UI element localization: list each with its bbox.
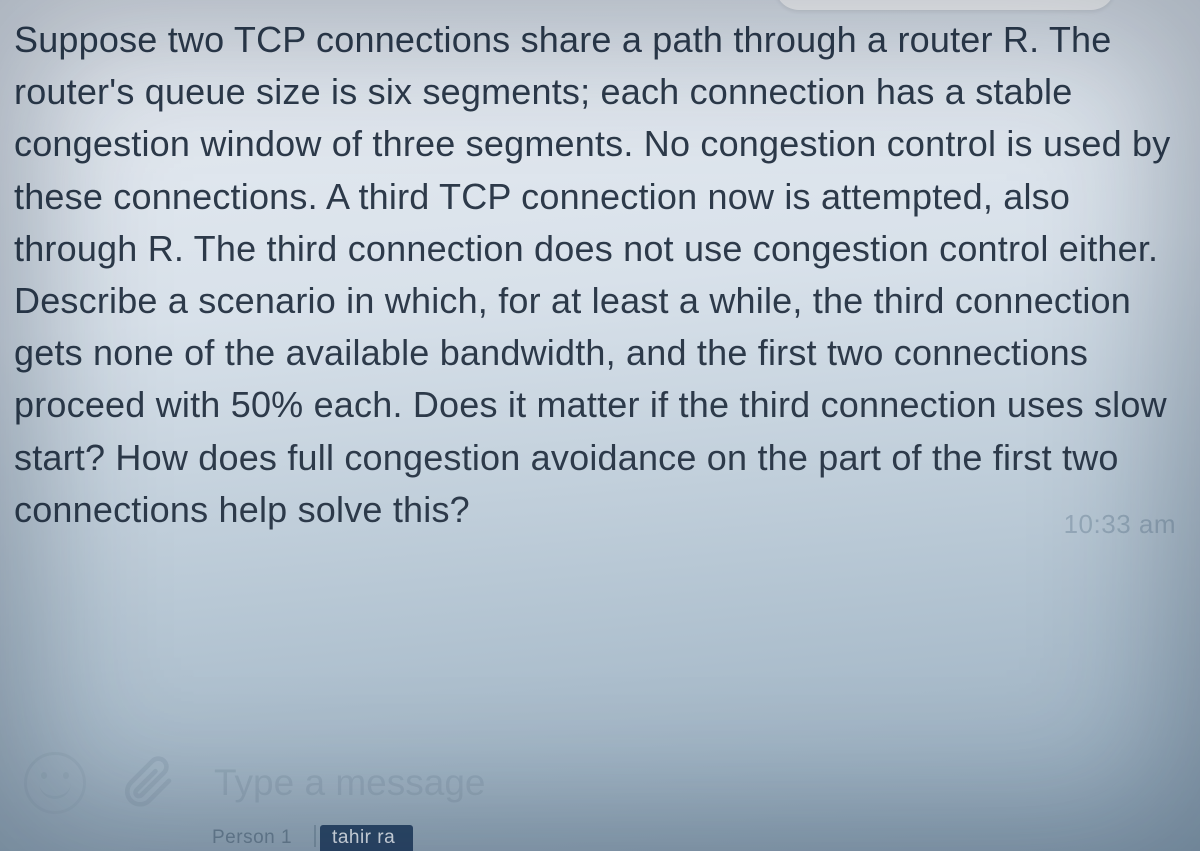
message-text: Suppose two TCP connections share a path… <box>14 14 1182 536</box>
chat-screen: Suppose two TCP connections share a path… <box>0 0 1200 851</box>
incoming-message: Suppose two TCP connections share a path… <box>14 14 1182 536</box>
taskbar-item-tahir[interactable]: tahir ra <box>320 825 413 851</box>
composer-row <box>24 752 1176 814</box>
previous-bubble-edge <box>775 0 1115 10</box>
taskbar-item-person1[interactable]: Person 1 <box>200 825 310 851</box>
emoji-icon[interactable] <box>24 752 86 814</box>
message-timestamp: 10:33 am <box>1064 509 1176 540</box>
taskbar-separator <box>314 825 316 847</box>
taskbar: Person 1 tahir ra <box>0 821 1200 851</box>
paperclip-icon[interactable] <box>120 755 176 811</box>
message-input[interactable] <box>210 754 1176 812</box>
